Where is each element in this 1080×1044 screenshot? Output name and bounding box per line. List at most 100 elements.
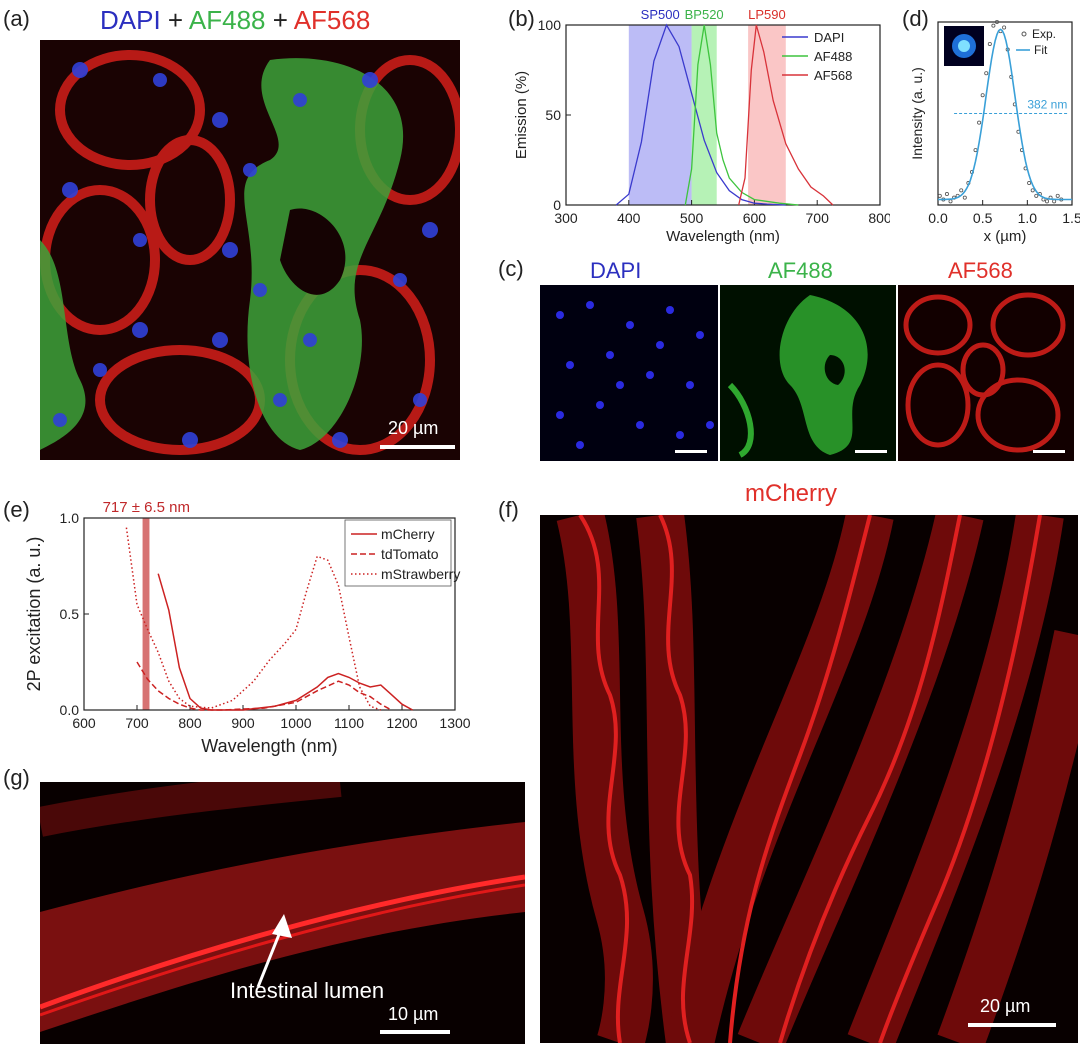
- legend-label-mCherry: mCherry: [381, 526, 435, 542]
- exp-point: [991, 23, 996, 28]
- chart-b-ytick-label: 100: [538, 17, 562, 33]
- legend-label-mStrawberry: mStrawberry: [381, 566, 460, 582]
- exp-point: [1055, 193, 1060, 198]
- chart-e-ylabel: 2P excitation (a. u.): [24, 537, 44, 692]
- panel-a-label: (a): [3, 6, 30, 31]
- chart-b-xlabel: Wavelength (nm): [666, 228, 780, 245]
- title-dapi: DAPI: [100, 5, 161, 35]
- panel-g-scalebar: [380, 1030, 450, 1034]
- panel-c-af568-scalebar: [1033, 450, 1065, 453]
- panel-g-label: (g): [3, 765, 30, 790]
- chart-e-xtick-label: 900: [231, 715, 255, 731]
- panel-b-label: (b): [508, 6, 535, 31]
- legend-marker-exp: [1021, 31, 1027, 37]
- chart-b-xtick-label: 800: [868, 210, 890, 226]
- chart-b-ytick-label: 50: [545, 107, 561, 123]
- excitation-band: [142, 518, 150, 710]
- exp-point: [977, 120, 982, 125]
- chart-e-xtick-label: 1300: [439, 715, 470, 731]
- panel-c-title-af568: AF568: [948, 258, 1013, 283]
- chart-b-xtick-label: 400: [617, 210, 641, 226]
- exp-point: [1044, 199, 1049, 204]
- chart-d-ylabel: Intensity (a. u.): [909, 67, 925, 160]
- legend-label-DAPI: DAPI: [814, 30, 844, 45]
- chart-e-xtick-label: 800: [178, 715, 202, 731]
- chart-b-xtick-label: 500: [680, 210, 704, 226]
- excitation-band-label: 717 ± 6.5 nm: [103, 499, 190, 516]
- chart-d-xtick-label: 1.5: [1062, 210, 1080, 226]
- title-af568: AF568: [293, 5, 371, 35]
- panel-c-label: (c): [498, 256, 524, 281]
- legend-label-fit: Fit: [1034, 43, 1048, 57]
- panel-f-label: (f): [498, 497, 519, 522]
- series-line-DAPI: [615, 23, 786, 206]
- filter-label-LP590: LP590: [748, 7, 786, 22]
- panel-f-scale-label: 20 µm: [980, 996, 1031, 1016]
- title-af488: AF488: [188, 5, 266, 35]
- chart-e-xlabel: Wavelength (nm): [201, 736, 337, 756]
- series-line-tdTomato: [136, 661, 392, 711]
- chart-e-xtick-label: 600: [72, 715, 96, 731]
- exp-point: [962, 195, 967, 200]
- exp-point: [959, 188, 964, 193]
- legend-label-exp: Exp.: [1032, 27, 1056, 41]
- panel-g-scale-label: 10 µm: [388, 1004, 439, 1024]
- exp-point: [948, 199, 953, 204]
- panel-a-scale-label: 20 µm: [388, 418, 439, 438]
- chart-d-xlabel: x (µm): [984, 228, 1027, 245]
- filter-band-LP590: [748, 25, 786, 205]
- panel-c-title-dapi: DAPI: [590, 258, 642, 283]
- panel-f-micrograph: 20 µm: [540, 515, 1078, 1043]
- exp-point: [1027, 181, 1032, 186]
- exp-point: [1052, 199, 1057, 204]
- panel-f-title: mCherry: [745, 480, 838, 507]
- chart-d-frame: [937, 21, 1073, 206]
- chart-b-xtick-label: 300: [554, 210, 578, 226]
- chart-e-xtick-label: 1000: [280, 715, 311, 731]
- chart-b-xtick-label: 700: [806, 210, 830, 226]
- chart-b-ylabel: Emission (%): [513, 71, 530, 159]
- chart-e-legend-box: [344, 519, 452, 587]
- chart-e-xtick-label: 700: [125, 715, 149, 731]
- chart-e-ytick-label: 0.0: [60, 702, 80, 718]
- exp-point: [1034, 193, 1039, 198]
- exp-point: [994, 19, 999, 24]
- chart-e-xtick-label: 1100: [334, 715, 364, 731]
- chart-d-xtick-label: 0.5: [973, 210, 993, 226]
- series-line-mCherry: [157, 573, 413, 711]
- chart-e-ytick-label: 1.0: [60, 510, 80, 526]
- panel-c-title-af488: AF488: [768, 258, 833, 283]
- panel-d-label: (d): [902, 6, 929, 31]
- fit-line: [938, 28, 1072, 201]
- series-line-AF488: [684, 24, 799, 206]
- filter-label-BP520: BP520: [685, 7, 724, 22]
- filter-band-BP520: [691, 25, 717, 205]
- panel-c-af488-image: [720, 285, 896, 461]
- chart-d-xtick-label: 1.0: [1018, 210, 1038, 226]
- panel-c-dapi-image: [540, 285, 718, 461]
- chart-b-xtick-label: 600: [743, 210, 767, 226]
- series-line-AF568: [738, 24, 834, 206]
- panel-c-dapi-scalebar: [675, 450, 707, 453]
- title-plus-1: +: [160, 5, 189, 35]
- panel-a-title: DAPI + AF488 + AF568: [100, 5, 370, 36]
- filter-label-SP500: SP500: [641, 7, 680, 22]
- filter-band-SP500: [628, 25, 692, 205]
- exp-point: [973, 148, 978, 153]
- exp-point: [1030, 188, 1035, 193]
- chart-e: 717 ± 6.5 nm 600 700 800 900 1000 1100 1200 1300…: [24, 499, 470, 756]
- panel-g-annotation: Intestinal lumen: [230, 978, 385, 1003]
- chart-b: SP500 BP520 LP590 300 400 500 600 700 800 0 50 100 W…: [513, 7, 890, 245]
- inset-spot-inner: [958, 40, 970, 52]
- exp-point: [987, 41, 992, 46]
- panel-a-image: [40, 40, 460, 460]
- title-plus-2: +: [265, 5, 294, 35]
- panel-c-af568-image: [898, 285, 1074, 461]
- legend-label-AF568: AF568: [814, 68, 852, 83]
- panel-a-scalebar: [380, 445, 455, 449]
- exp-point: [937, 193, 942, 198]
- panel-g-micrograph: Intestinal lumen 10 µm: [40, 782, 525, 1044]
- panel-a-micrograph: 20 µm: [40, 40, 460, 460]
- panel-c-af488-scalebar: [855, 450, 887, 453]
- panel-e-label: (e): [3, 497, 30, 522]
